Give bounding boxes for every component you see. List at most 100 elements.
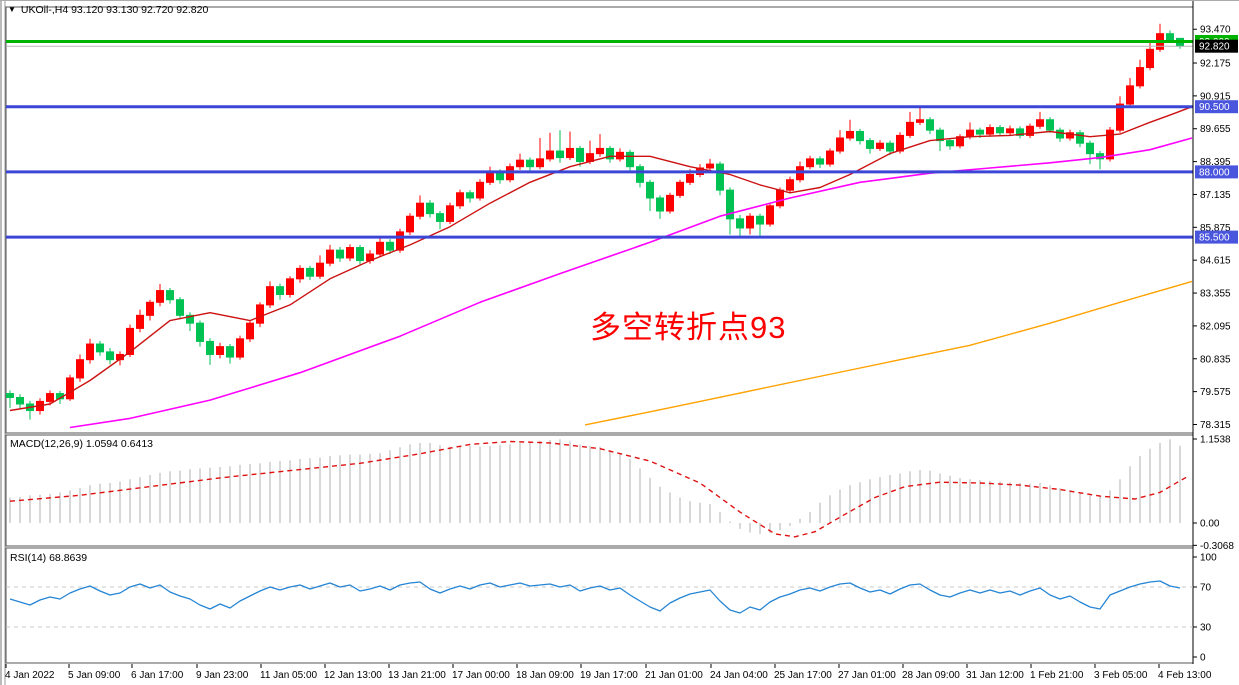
candle[interactable] bbox=[826, 150, 834, 165]
candle[interactable] bbox=[166, 290, 174, 301]
candle[interactable] bbox=[806, 158, 814, 168]
candle[interactable] bbox=[566, 147, 574, 159]
candle[interactable] bbox=[266, 286, 274, 306]
candle[interactable] bbox=[986, 127, 994, 135]
candle[interactable] bbox=[516, 159, 524, 168]
candle[interactable] bbox=[86, 343, 94, 361]
candle[interactable] bbox=[106, 351, 114, 361]
candle[interactable] bbox=[746, 215, 754, 229]
candle[interactable] bbox=[286, 278, 294, 295]
candle[interactable] bbox=[126, 327, 134, 355]
candle[interactable] bbox=[356, 247, 364, 262]
candle[interactable] bbox=[886, 142, 894, 152]
candle[interactable] bbox=[726, 189, 734, 220]
candle[interactable] bbox=[216, 346, 224, 355]
candle[interactable] bbox=[466, 192, 474, 199]
candle[interactable] bbox=[66, 377, 74, 400]
candle[interactable] bbox=[1016, 128, 1024, 136]
candle[interactable] bbox=[766, 205, 774, 225]
candle[interactable] bbox=[876, 142, 884, 149]
candle[interactable] bbox=[656, 197, 664, 212]
candle[interactable] bbox=[306, 267, 314, 277]
candle[interactable] bbox=[336, 249, 344, 259]
candle[interactable] bbox=[186, 314, 194, 324]
candle[interactable] bbox=[996, 127, 1004, 134]
candle[interactable] bbox=[296, 267, 304, 280]
ma-fast-red-line[interactable] bbox=[9, 106, 1193, 412]
candle[interactable] bbox=[476, 181, 484, 199]
candle[interactable] bbox=[76, 359, 84, 379]
candle[interactable] bbox=[1126, 85, 1134, 105]
candle[interactable] bbox=[896, 134, 904, 152]
candle[interactable] bbox=[46, 393, 54, 402]
candle[interactable] bbox=[1076, 132, 1084, 144]
candle[interactable] bbox=[486, 171, 494, 183]
candle[interactable] bbox=[606, 147, 614, 160]
candle[interactable] bbox=[556, 150, 564, 159]
candle[interactable] bbox=[256, 304, 264, 324]
candle[interactable] bbox=[1136, 67, 1144, 87]
candle[interactable] bbox=[756, 215, 764, 225]
candle[interactable] bbox=[976, 129, 984, 135]
candle[interactable] bbox=[196, 322, 204, 342]
candle[interactable] bbox=[396, 231, 404, 251]
candle[interactable] bbox=[956, 136, 964, 147]
rsi-line[interactable] bbox=[9, 580, 1181, 614]
candle[interactable] bbox=[666, 194, 674, 212]
candle[interactable] bbox=[676, 181, 684, 196]
candle[interactable] bbox=[1036, 119, 1044, 127]
candle[interactable] bbox=[616, 151, 624, 160]
candle[interactable] bbox=[416, 202, 424, 217]
candle[interactable] bbox=[1106, 129, 1114, 160]
candle[interactable] bbox=[716, 163, 724, 191]
candle[interactable] bbox=[926, 119, 934, 131]
candle[interactable] bbox=[136, 314, 144, 329]
candle[interactable] bbox=[816, 158, 824, 165]
candle[interactable] bbox=[206, 340, 214, 355]
candle[interactable] bbox=[546, 150, 554, 160]
candle[interactable] bbox=[426, 202, 434, 215]
candle[interactable] bbox=[1146, 48, 1154, 69]
symbol-title-bar[interactable]: ▼ UKOil-,H4 93.120 93.130 92.720 92.820 bbox=[8, 4, 208, 16]
chevron-down-icon[interactable]: ▼ bbox=[8, 5, 16, 14]
candle[interactable] bbox=[706, 163, 714, 169]
candle[interactable] bbox=[276, 286, 284, 295]
candle[interactable] bbox=[626, 151, 634, 168]
candle[interactable] bbox=[786, 179, 794, 191]
candle[interactable] bbox=[226, 346, 234, 358]
candle[interactable] bbox=[406, 215, 414, 233]
candle[interactable] bbox=[576, 147, 584, 162]
candle[interactable] bbox=[316, 262, 324, 277]
candle[interactable] bbox=[916, 119, 924, 123]
candle[interactable] bbox=[176, 299, 184, 316]
candle[interactable] bbox=[246, 322, 254, 340]
candle[interactable] bbox=[836, 137, 844, 152]
candle[interactable] bbox=[776, 189, 784, 207]
ma-slow-orange-line[interactable] bbox=[584, 280, 1193, 426]
candle[interactable] bbox=[1056, 129, 1064, 139]
candle[interactable] bbox=[1046, 119, 1054, 131]
candle[interactable] bbox=[1086, 142, 1094, 155]
candle[interactable] bbox=[526, 159, 534, 168]
candle[interactable] bbox=[596, 147, 604, 155]
candle[interactable] bbox=[446, 205, 454, 222]
candle[interactable] bbox=[146, 301, 154, 316]
candle[interactable] bbox=[386, 241, 394, 251]
candle[interactable] bbox=[866, 140, 874, 149]
candle[interactable] bbox=[736, 218, 744, 229]
candle[interactable] bbox=[946, 140, 954, 147]
candle[interactable] bbox=[436, 213, 444, 222]
candle[interactable] bbox=[6, 393, 14, 398]
candle[interactable] bbox=[1006, 128, 1014, 134]
macd-signal-line[interactable] bbox=[9, 440, 1189, 538]
candle[interactable] bbox=[456, 192, 464, 207]
candle[interactable] bbox=[16, 396, 24, 405]
candle[interactable] bbox=[156, 290, 164, 303]
candle[interactable] bbox=[376, 241, 384, 255]
candle[interactable] bbox=[346, 247, 354, 259]
candle[interactable] bbox=[906, 121, 914, 136]
candle[interactable] bbox=[846, 130, 854, 139]
candle[interactable] bbox=[326, 249, 334, 264]
candle[interactable] bbox=[966, 129, 974, 138]
